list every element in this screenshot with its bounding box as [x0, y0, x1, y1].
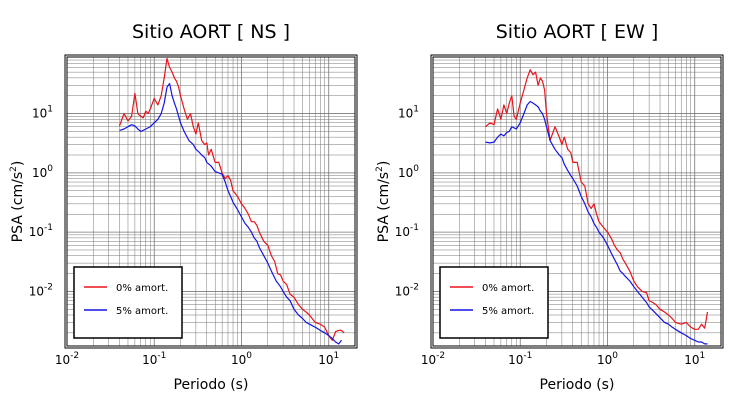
chart-title: Sitio AORT [ EW ]: [496, 21, 659, 43]
x-tick-label: 100: [231, 351, 252, 367]
x-tick-label: 100: [597, 351, 618, 367]
y-tick-label: 10-2: [29, 282, 53, 298]
y-tick-label: 101: [398, 105, 419, 121]
series-line-amort-5: [119, 82, 342, 345]
y-tick-label: 10-1: [395, 223, 419, 239]
series-line-amort-0: [118, 57, 345, 341]
x-axis-label: Periodo (s): [540, 377, 615, 393]
y-tick-label: 101: [32, 105, 53, 121]
plot-frame: [66, 56, 356, 347]
x-tick-label: 10-2: [421, 351, 445, 367]
x-tick-label: 10-1: [508, 351, 532, 367]
x-tick-label: 101: [684, 351, 705, 367]
y-tick-label: 100: [32, 164, 53, 180]
chart-title: Sitio AORT [ NS ]: [132, 21, 290, 43]
legend-box: [439, 266, 549, 339]
grid: [66, 56, 356, 346]
legend-label: 0% amort.: [482, 283, 534, 294]
series-line-amort-0: [485, 69, 709, 330]
plot-frame-outer: [64, 54, 358, 349]
legend-label: 5% amort.: [482, 306, 534, 317]
y-axis-label: PSA (cm/s2): [375, 161, 392, 243]
x-tick-label: 101: [318, 351, 339, 367]
x-tick-label: 10-2: [55, 351, 79, 367]
plot-frame: [432, 56, 722, 347]
x-axis-label: Periodo (s): [174, 377, 249, 393]
y-tick-label: 10-2: [395, 282, 419, 298]
legend-label: 0% amort.: [116, 283, 168, 294]
legend: 0% amort. 5% amort.: [73, 266, 183, 339]
series-line-amort-5: [485, 100, 708, 345]
y-tick-label: 10-1: [29, 223, 53, 239]
legend-box: [73, 266, 183, 339]
legend: 0% amort. 5% amort.: [439, 266, 549, 339]
y-tick-label: 100: [398, 164, 419, 180]
y-axis-label: PSA (cm/s2): [9, 161, 26, 243]
x-tick-label: 10-1: [142, 351, 166, 367]
chart-panel-1: Sitio AORT [ NS ] 10-2 10-1 100 101 10-2 10-1 1…: [9, 21, 358, 393]
chart-panel-2: Sitio AORT [ EW ] 10-2 10-1 100 101 10-2 10-1 1…: [375, 21, 724, 393]
legend-label: 5% amort.: [116, 306, 168, 317]
plot-frame-outer: [430, 54, 724, 349]
